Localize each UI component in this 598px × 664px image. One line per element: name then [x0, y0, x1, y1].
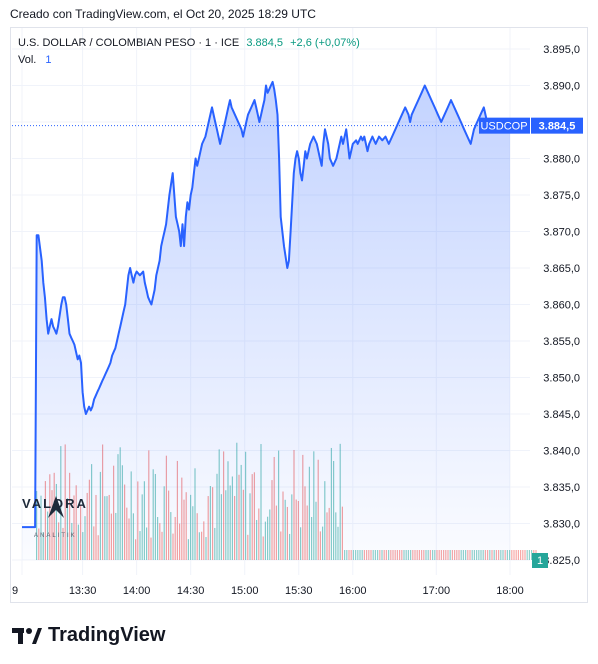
volume-bar [513, 550, 515, 560]
x-tick-label: 15:30 [285, 585, 313, 597]
x-tick-label: 14:30 [177, 585, 205, 597]
volume-bar [511, 550, 513, 560]
valora-logo-icon [48, 496, 64, 518]
volume-bar [528, 550, 530, 560]
volume-tag-text: 1 [537, 555, 543, 567]
price-line [22, 80, 510, 529]
last-price-symbol-text: USDCOP [480, 121, 527, 133]
x-tick-label: 9 [12, 585, 18, 597]
x-tick-label: 16:00 [339, 585, 367, 597]
y-tick-label: 3.835,0 [543, 482, 580, 494]
y-tick-label: 3.870,0 [543, 227, 580, 239]
volume-tag [532, 553, 548, 568]
y-tick-label: 3.865,0 [543, 263, 580, 275]
volume-bar [531, 550, 533, 560]
price-area-fill [22, 81, 510, 561]
last-price-symbol-tag [479, 117, 530, 134]
price-markers: USDCOP 3.884,5 1 [12, 117, 583, 568]
y-tick-label: 3.875,0 [543, 190, 580, 202]
x-tick-label: 15:00 [231, 585, 259, 597]
y-tick-label: 3.845,0 [543, 409, 580, 421]
volume-value: 1 [45, 54, 52, 66]
chart-legend: U.S. DOLLAR / COLOMBIAN PESO · 1 · ICE 3… [18, 35, 360, 69]
y-tick-label: 3.880,0 [543, 154, 580, 166]
volume-bar [520, 550, 522, 560]
created-with-text: Creado con TradingView.com, el Oct 20, 2… [10, 7, 316, 21]
price-area [22, 80, 510, 561]
y-tick-label: 3.860,0 [543, 300, 580, 312]
tradingview-logo-icon [12, 627, 42, 644]
volume-bar [524, 550, 526, 560]
y-tick-label: 3.825,0 [543, 555, 580, 567]
symbol-label: U.S. DOLLAR / COLOMBIAN PESO · 1 · ICE [18, 37, 240, 49]
x-tick-label: 13:30 [69, 585, 97, 597]
y-tick-label: 3.890,0 [543, 81, 580, 93]
y-tick-label: 3.840,0 [543, 446, 580, 458]
volume-bar [522, 550, 524, 560]
x-axis: 9 13:30 14:00 14:30 15:00 15:30 16:00 17:00 18:0… [12, 585, 524, 597]
volume-bar [515, 550, 517, 560]
volume-bar [517, 550, 519, 560]
x-tick-label: 17:00 [423, 585, 451, 597]
last-price-value: 3.884,5 [246, 37, 284, 49]
watermark-sub: ANALITIK [34, 533, 77, 539]
y-tick-label: 3.830,0 [543, 519, 580, 531]
x-tick-label: 14:00 [123, 585, 151, 597]
chart-frame [10, 27, 588, 603]
y-tick-label: 3.895,0 [543, 44, 580, 56]
brand-name: TradingView [48, 624, 166, 646]
volume-bar [526, 550, 528, 560]
watermark-name: VALORA [22, 496, 88, 511]
volume-label: Vol. [18, 54, 37, 66]
last-price-tag-text: 3.884,5 [539, 121, 576, 133]
price-change: +2,6 (+0,07%) [290, 37, 360, 49]
y-tick-label: 3.855,0 [543, 336, 580, 348]
tradingview-brand[interactable]: TradingView [12, 624, 165, 647]
x-tick-label: 18:00 [496, 585, 524, 597]
last-price-tag [531, 117, 583, 134]
y-tick-label: 3.850,0 [543, 373, 580, 385]
